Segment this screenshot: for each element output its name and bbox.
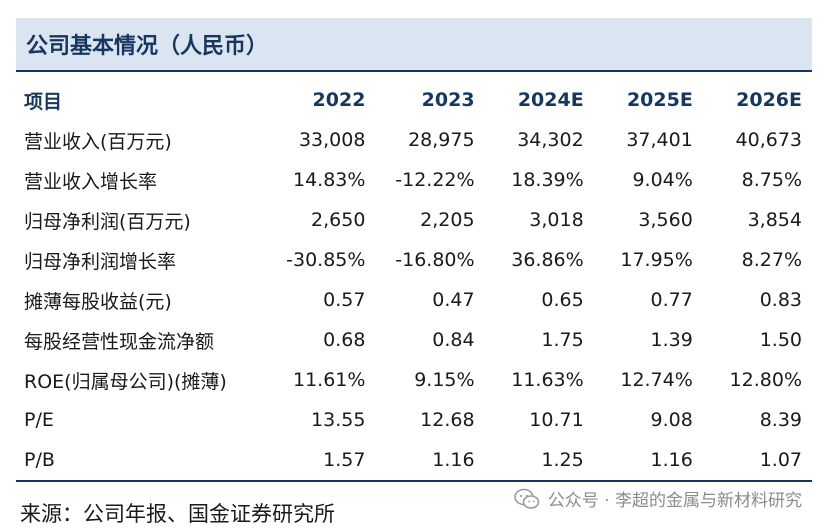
table-row: 营业收入(百万元) 33,008 28,975 34,302 37,401 40…: [16, 120, 812, 160]
row-label: ROE(归属母公司)(摊薄): [24, 370, 227, 393]
row-label: 营业收入增长率: [24, 170, 158, 193]
table-cell: 3,854: [747, 209, 802, 231]
table-cell: 17.95%: [620, 249, 693, 271]
header-cell-2026e: 2026E: [736, 89, 802, 111]
table-cell: 0.83: [759, 289, 802, 311]
header-cell-2024e: 2024E: [517, 89, 584, 111]
table-cell: 9.04%: [632, 169, 693, 191]
table-cell: 9.08: [650, 409, 693, 431]
table-cell: -16.80%: [395, 249, 475, 271]
table-cell: 0.57: [323, 289, 366, 311]
header-row: 项目 2022 2023 2024E 2025E 2026E: [16, 80, 812, 120]
table-row: P/E 13.55 12.68 10.71 9.08 8.39: [16, 400, 812, 440]
table-cell: 0.65: [541, 289, 584, 311]
table-cell: 0.68: [323, 329, 366, 351]
table-cell: 36.86%: [511, 249, 584, 271]
table-cell: 1.57: [266, 440, 376, 482]
table-cell: 12.80%: [729, 369, 802, 391]
table-cell: 0.47: [432, 289, 475, 311]
table-cell: 2,650: [311, 209, 366, 231]
row-label: 摊薄每股收益(元): [24, 290, 172, 313]
table-cell: 37,401: [626, 129, 693, 151]
table-row: 摊薄每股收益(元) 0.57 0.47 0.65 0.77 0.83: [16, 280, 812, 320]
row-label: 营业收入(百万元): [24, 130, 172, 153]
row-label: 归母净利润增长率: [24, 250, 177, 273]
table-row: 营业收入增长率 14.83% -12.22% 18.39% 9.04% 8.75…: [16, 160, 812, 200]
table-cell: 1.07: [702, 440, 812, 482]
table-row: 每股经营性现金流净额 0.68 0.84 1.75 1.39 1.50: [16, 320, 812, 360]
table-cell: -30.85%: [286, 249, 366, 271]
table-cell: 40,673: [735, 129, 802, 151]
table-cell: 12.74%: [620, 369, 693, 391]
table-cell: 28,975: [408, 129, 475, 151]
table-cell: 2,205: [420, 209, 475, 231]
table-cell: 1.75: [541, 329, 584, 351]
header-cell-2022: 2022: [312, 89, 366, 111]
row-label: P/B: [16, 440, 267, 482]
table-row: P/B 1.57 1.16 1.25 1.16 1.07: [16, 440, 812, 482]
table-row: 归母净利润(百万元) 2,650 2,205 3,018 3,560 3,854: [16, 200, 812, 240]
table-title: 公司基本情况（人民币）: [16, 18, 812, 70]
table-cell: 11.61%: [292, 369, 366, 391]
row-label: P/E: [24, 409, 54, 431]
table-cell: 34,302: [517, 129, 584, 151]
header-cell-item: 项目: [24, 90, 63, 113]
table-cell: 1.25: [484, 440, 594, 482]
table-cell: 0.84: [432, 329, 475, 351]
header-cell-2025e: 2025E: [626, 89, 693, 111]
table-cell: 9.15%: [414, 369, 475, 391]
row-label: 每股经营性现金流净额: [24, 330, 215, 353]
table-cell: 0.77: [650, 289, 693, 311]
table-cell: 8.39: [759, 409, 802, 431]
table-cell: 3,560: [638, 209, 693, 231]
table-cell: 3,018: [529, 209, 584, 231]
watermark: 公众号 · 李超的金属与新材料研究: [513, 486, 802, 511]
table-cell: 1.16: [375, 440, 485, 482]
source-note: 来源：公司年报、国金证券研究所: [20, 502, 335, 526]
table-cell: 1.16: [593, 440, 703, 482]
table-cell: 12.68: [420, 409, 475, 431]
title-divider: [16, 70, 812, 72]
financial-table: 项目 2022 2023 2024E 2025E 2026E 营业收入(百万元)…: [16, 80, 812, 482]
table-row: ROE(归属母公司)(摊薄) 11.61% 9.15% 11.63% 12.74…: [16, 360, 812, 400]
wechat-icon: [513, 488, 540, 509]
table-cell: 11.63%: [511, 369, 584, 391]
table-cell: 13.55: [311, 409, 366, 431]
table-cell: 33,008: [298, 129, 366, 151]
table-cell: 1.39: [650, 329, 693, 351]
row-label: 归母净利润(百万元): [24, 210, 191, 233]
table-cell: 10.71: [529, 409, 584, 431]
table-cell: 1.50: [759, 329, 802, 351]
table-row: 归母净利润增长率 -30.85% -16.80% 36.86% 17.95% 8…: [16, 240, 812, 280]
table-cell: 14.83%: [292, 169, 366, 191]
header-cell-2023: 2023: [421, 89, 475, 111]
table-cell: 8.75%: [741, 169, 802, 191]
table-cell: 8.27%: [741, 249, 802, 271]
table-cell: -12.22%: [395, 169, 475, 191]
table-cell: 18.39%: [511, 169, 584, 191]
watermark-text: 公众号 · 李超的金属与新材料研究: [547, 491, 802, 511]
